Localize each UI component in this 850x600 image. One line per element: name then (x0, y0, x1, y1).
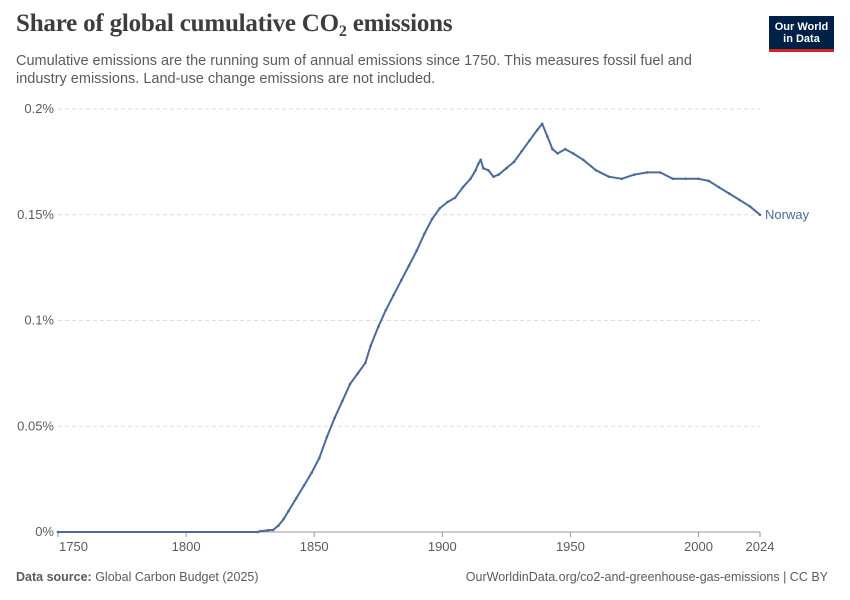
data-point (423, 232, 426, 236)
chart-title: Share of global cumulative CO2 emissions (16, 10, 453, 40)
data-point (620, 177, 623, 181)
data-point (571, 152, 575, 155)
data-source-label: Data source: (16, 570, 92, 584)
title-main: Share of global cumulative CO (16, 10, 339, 37)
data-point (546, 135, 549, 138)
x-tick-label: 1750 (59, 539, 88, 554)
data-point (482, 166, 485, 170)
data-point (497, 173, 501, 176)
data-point (758, 213, 762, 217)
title-tail: emissions (346, 10, 453, 37)
data-source-value: Global Carbon Budget (2025) (91, 570, 259, 584)
x-tick-label: 2000 (684, 539, 713, 554)
series-label-norway: Norway (765, 207, 810, 222)
data-point (282, 518, 285, 521)
x-tick-label: 1800 (172, 539, 201, 554)
data-point (551, 147, 554, 151)
data-point (633, 173, 636, 176)
series-line-norway (58, 122, 761, 533)
data-point (717, 186, 721, 189)
data-point (738, 198, 741, 202)
data-point (302, 484, 306, 487)
data-point (707, 179, 711, 183)
data-point (356, 372, 360, 375)
data-point (341, 399, 344, 403)
data-point (607, 175, 611, 178)
data-point (671, 177, 675, 181)
x-tick-label: 1950 (556, 539, 585, 554)
data-point (295, 496, 298, 500)
data-point (581, 158, 585, 162)
data-point (728, 192, 731, 195)
logo-line2: in Data (783, 33, 820, 45)
data-point (407, 264, 411, 267)
data-point (535, 128, 539, 132)
data-point (697, 177, 700, 181)
data-point (271, 528, 275, 532)
data-point (461, 186, 465, 189)
x-tick-label: 2024 (746, 539, 775, 554)
data-point (748, 205, 752, 208)
source-url[interactable]: OurWorldinData.org/co2-and-greenhouse-ga… (465, 570, 828, 584)
y-tick-label: 0.15% (17, 207, 54, 222)
data-point (446, 200, 449, 204)
x-tick-label: 1850 (300, 539, 329, 554)
data-point (474, 169, 477, 172)
x-tick-label: 1900 (428, 539, 457, 554)
data-point (277, 524, 280, 527)
data-point (646, 171, 649, 174)
y-tick-label: 0.05% (17, 418, 54, 433)
y-tick-label: 0.2% (24, 101, 54, 116)
data-point (259, 529, 262, 533)
data-point (415, 249, 419, 252)
data-point (392, 293, 395, 297)
data-point (310, 471, 313, 475)
data-point (364, 361, 367, 365)
data-point (520, 150, 523, 153)
data-point (540, 122, 544, 126)
data-point (469, 177, 472, 181)
data-point (56, 530, 60, 534)
data-point (505, 166, 508, 170)
data-point (564, 147, 567, 151)
data-point (287, 509, 290, 513)
data-point (492, 175, 495, 178)
data-point (479, 158, 483, 162)
title-subscript: 2 (338, 23, 347, 40)
data-point (400, 279, 403, 282)
y-tick-label: 0% (35, 524, 54, 539)
data-point (333, 416, 337, 420)
data-point (476, 162, 480, 166)
data-point (430, 217, 434, 221)
data-point (487, 169, 490, 172)
data-point (325, 435, 329, 439)
data-point (348, 382, 352, 386)
data-point (512, 160, 516, 164)
data-point (684, 177, 687, 181)
data-point (658, 171, 662, 174)
data-point (453, 196, 457, 200)
data-point (594, 169, 598, 172)
data-point (266, 529, 270, 532)
logo-line1: Our World (774, 21, 829, 33)
data-point (438, 207, 442, 210)
owid-logo[interactable]: Our World in Data (769, 16, 834, 52)
data-point (528, 139, 531, 142)
data-point (377, 325, 380, 329)
data-point (256, 530, 260, 534)
data-source: Data source: Global Carbon Budget (2025) (16, 570, 259, 584)
data-point (556, 152, 559, 155)
data-point (369, 344, 372, 348)
data-point (384, 308, 388, 312)
data-point (318, 456, 321, 460)
y-tick-label: 0.1% (24, 313, 54, 328)
chart-subtitle: Cumulative emissions are the running sum… (16, 53, 692, 87)
